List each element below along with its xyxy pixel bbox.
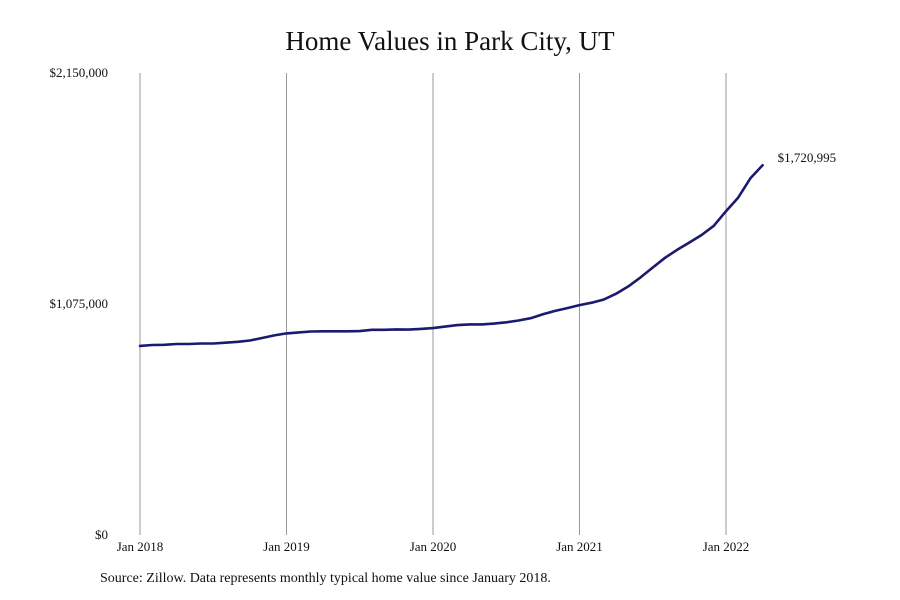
x-tick-label: Jan 2018 (117, 539, 164, 554)
x-tick-label: Jan 2022 (703, 539, 750, 554)
chart-title: Home Values in Park City, UT (285, 26, 615, 56)
y-tick-label: $1,075,000 (50, 296, 109, 311)
x-tick-label: Jan 2019 (263, 539, 310, 554)
y-tick-label: $2,150,000 (50, 65, 109, 80)
series-layer (138, 163, 764, 348)
x-tick-label: Jan 2021 (556, 539, 603, 554)
x-tick-label: Jan 2020 (410, 539, 457, 554)
grid-lines (139, 73, 727, 535)
x-axis-tick-labels: Jan 2018 Jan 2019 Jan 2020 Jan 2021 Jan 2022 (117, 539, 750, 554)
data-labels: $1,720,995 (778, 150, 837, 165)
y-tick-label: $0 (95, 527, 108, 542)
source-footnote: Source: Zillow. Data represents monthly … (100, 571, 551, 586)
y-axis-tick-labels: $0 $1,075,000 $2,150,000 (50, 65, 109, 542)
end-value-label: $1,720,995 (778, 150, 837, 165)
series-line (138, 163, 764, 348)
